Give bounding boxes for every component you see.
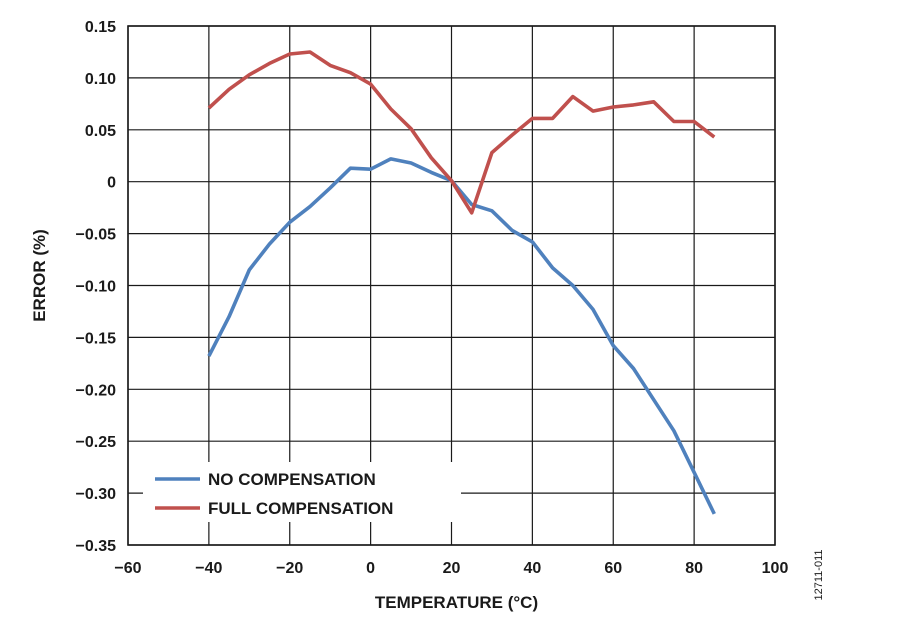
x-tick-label: 40 <box>523 560 541 577</box>
y-tick-label: −0.05 <box>76 227 117 244</box>
x-tick-label: −20 <box>276 560 303 577</box>
y-tick-label: −0.20 <box>76 382 117 399</box>
legend-label: FULL COMPENSATION <box>208 499 393 518</box>
x-tick-label: 0 <box>366 560 375 577</box>
legend: NO COMPENSATION FULL COMPENSATION <box>155 470 393 518</box>
legend-box <box>143 462 461 522</box>
x-tick-label: 80 <box>685 560 703 577</box>
series-lines <box>207 50 716 515</box>
x-tick-label: 20 <box>443 560 461 577</box>
y-tick-label: −0.10 <box>76 279 117 296</box>
x-axis-title: TEMPERATURE (°C) <box>375 593 538 612</box>
y-tick-label: −0.35 <box>76 538 117 555</box>
y-tick-label: −0.30 <box>76 486 117 503</box>
plot-frame <box>127 25 776 546</box>
y-tick-label: −0.15 <box>76 330 117 347</box>
y-axis-title: ERROR (%) <box>30 229 49 322</box>
y-tick-label: 0 <box>107 175 116 192</box>
x-tick-label: −40 <box>195 560 222 577</box>
x-tick-label: −60 <box>114 560 141 577</box>
series-line-full-compensation <box>207 50 716 215</box>
tick-labels: −60 −40 −20 0 20 40 60 80 100 0.15 0.10 0.05 0 −0.05 −… <box>76 19 789 577</box>
y-tick-label: 0.10 <box>85 71 116 88</box>
y-tick-label: −0.25 <box>76 434 117 451</box>
series-line-no-compensation <box>207 157 716 515</box>
figure-id-label: 12711-011 <box>813 550 825 601</box>
x-tick-label: 100 <box>762 560 789 577</box>
y-tick-label: 0.05 <box>85 123 116 140</box>
y-tick-label: 0.15 <box>85 19 116 36</box>
legend-label: NO COMPENSATION <box>208 470 376 489</box>
x-tick-label: 60 <box>604 560 622 577</box>
